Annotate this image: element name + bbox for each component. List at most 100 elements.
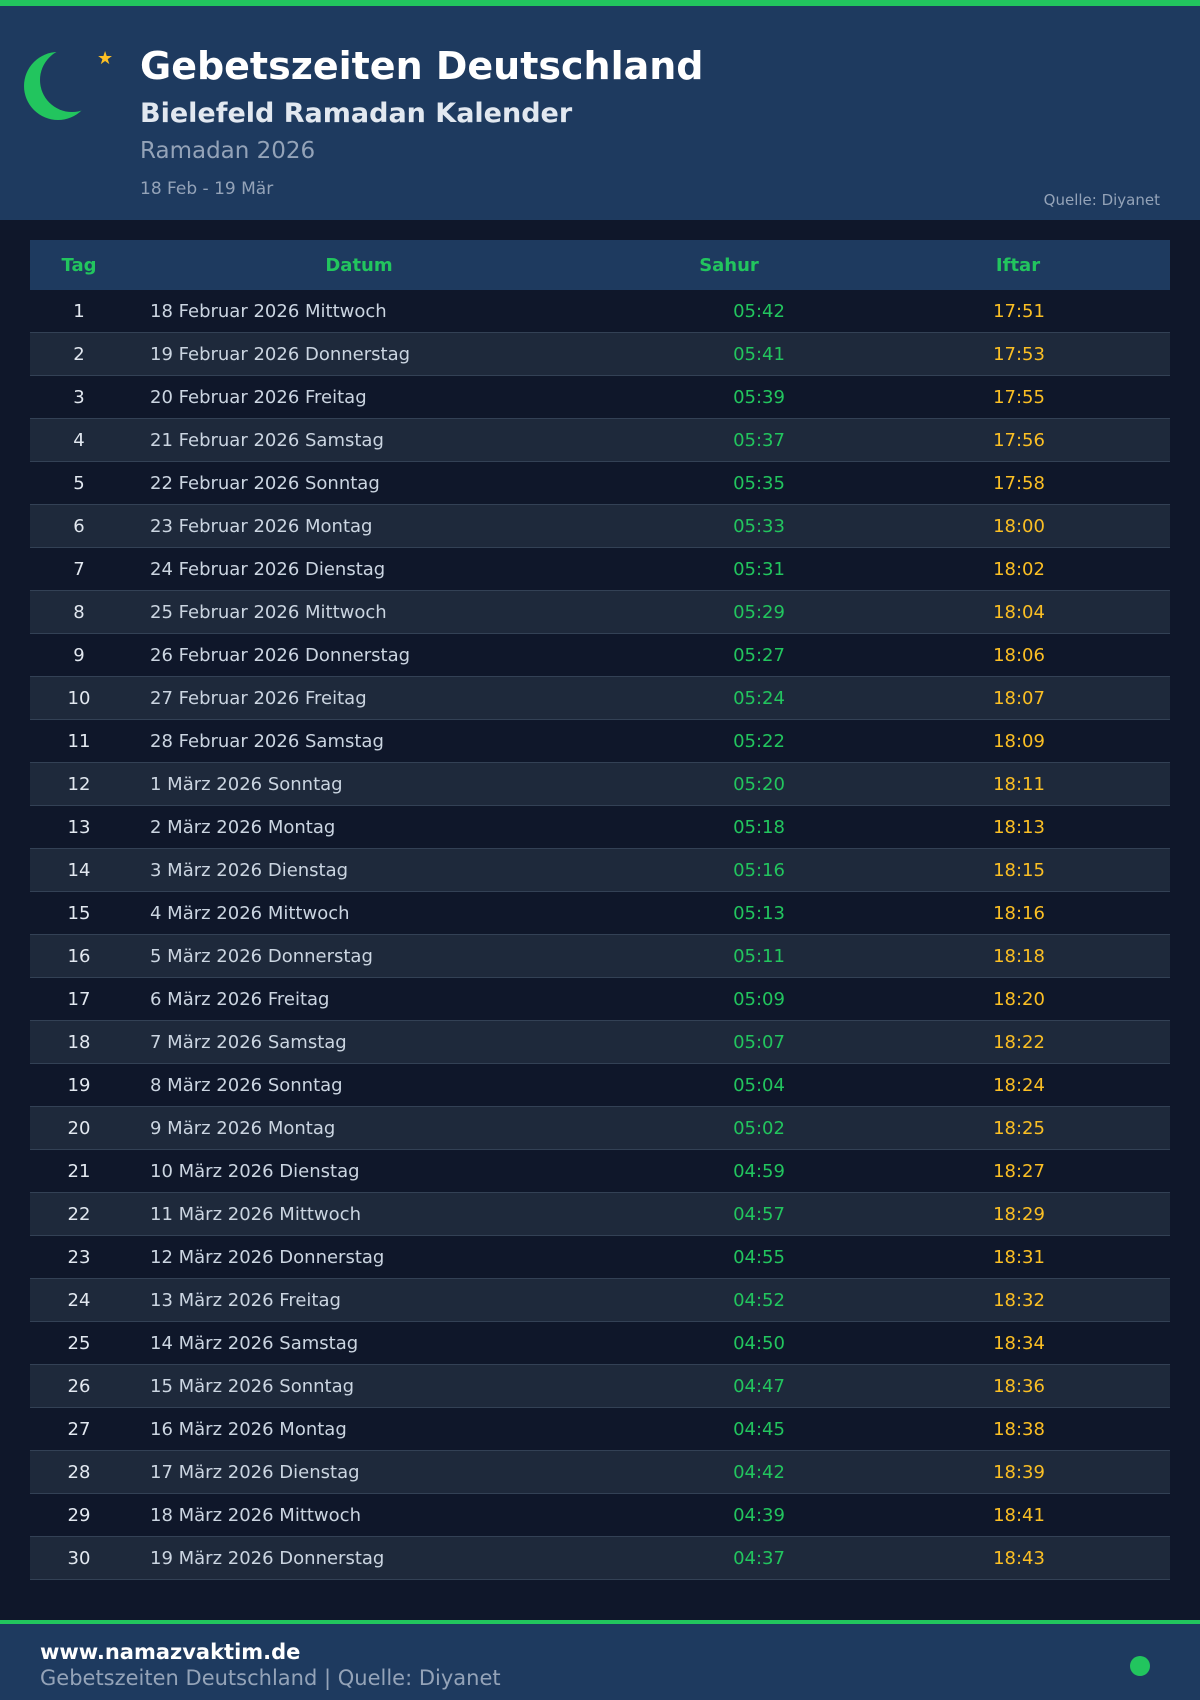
table-row: 11 28 Februar 2026 Samstag 05:22 18:09 xyxy=(30,720,1170,763)
cell-tag: 18 xyxy=(67,1031,91,1053)
table-row: 29 18 März 2026 Mittwoch 04:39 18:41 xyxy=(30,1494,1170,1537)
cell-datum: 3 März 2026 Dienstag xyxy=(150,859,349,881)
cell-datum: 2 März 2026 Montag xyxy=(150,816,336,838)
footer-tagline: Gebetszeiten Deutschland | Quelle: Diyan… xyxy=(40,1666,501,1690)
header: ★ Gebetszeiten Deutschland Bielefeld Ram… xyxy=(0,6,1200,220)
cell-sahur: 05:09 xyxy=(733,988,785,1010)
table-header: Tag Datum Sahur Iftar xyxy=(30,240,1170,290)
cell-sahur: 05:16 xyxy=(733,859,785,881)
col-datum: Datum xyxy=(325,254,393,276)
cell-sahur: 05:31 xyxy=(733,558,785,580)
cell-sahur: 04:55 xyxy=(733,1246,785,1268)
cell-datum: 24 Februar 2026 Dienstag xyxy=(150,558,386,580)
table-row: 8 25 Februar 2026 Mittwoch 05:29 18:04 xyxy=(30,591,1170,634)
cell-sahur: 05:24 xyxy=(733,687,785,709)
col-tag: Tag xyxy=(61,254,97,276)
cell-sahur: 04:37 xyxy=(733,1547,785,1569)
table-row: 19 8 März 2026 Sonntag 05:04 18:24 xyxy=(30,1064,1170,1107)
cell-iftar: 17:58 xyxy=(993,472,1045,494)
table-row: 26 15 März 2026 Sonntag 04:47 18:36 xyxy=(30,1365,1170,1408)
cell-tag: 13 xyxy=(67,816,91,838)
cell-sahur: 05:42 xyxy=(733,300,785,322)
cell-tag: 11 xyxy=(67,730,91,752)
cell-tag: 14 xyxy=(67,859,91,881)
cell-sahur: 05:29 xyxy=(733,601,785,623)
cell-datum: 20 Februar 2026 Freitag xyxy=(150,386,367,408)
cell-tag: 28 xyxy=(67,1461,91,1483)
cell-sahur: 04:39 xyxy=(733,1504,785,1526)
cell-iftar: 18:07 xyxy=(993,687,1045,709)
table-row: 28 17 März 2026 Dienstag 04:42 18:39 xyxy=(30,1451,1170,1494)
table-row: 23 12 März 2026 Donnerstag 04:55 18:31 xyxy=(30,1236,1170,1279)
cell-datum: 12 März 2026 Donnerstag xyxy=(150,1246,385,1268)
table-row: 2 19 Februar 2026 Donnerstag 05:41 17:53 xyxy=(30,333,1170,376)
table-row: 5 22 Februar 2026 Sonntag 05:35 17:58 xyxy=(30,462,1170,505)
cell-iftar: 18:09 xyxy=(993,730,1045,752)
cell-datum: 6 März 2026 Freitag xyxy=(150,988,330,1010)
cell-tag: 16 xyxy=(67,945,91,967)
cell-datum: 5 März 2026 Donnerstag xyxy=(150,945,373,967)
cell-sahur: 05:33 xyxy=(733,515,785,537)
star-icon: ★ xyxy=(97,48,114,69)
cell-datum: 25 Februar 2026 Mittwoch xyxy=(150,601,387,623)
cell-iftar: 18:31 xyxy=(993,1246,1045,1268)
cell-iftar: 18:11 xyxy=(993,773,1045,795)
table-row: 1 18 Februar 2026 Mittwoch 05:42 17:51 xyxy=(30,290,1170,333)
cell-sahur: 05:07 xyxy=(733,1031,785,1053)
cell-datum: 28 Februar 2026 Samstag xyxy=(150,730,384,752)
table-row: 22 11 März 2026 Mittwoch 04:57 18:29 xyxy=(30,1193,1170,1236)
cell-sahur: 05:35 xyxy=(733,472,785,494)
table-row: 25 14 März 2026 Samstag 04:50 18:34 xyxy=(30,1322,1170,1365)
cell-tag: 22 xyxy=(67,1203,91,1225)
cell-sahur: 05:18 xyxy=(733,816,785,838)
cell-iftar: 17:55 xyxy=(993,386,1045,408)
cell-iftar: 18:04 xyxy=(993,601,1045,623)
cell-datum: 22 Februar 2026 Sonntag xyxy=(150,472,380,494)
cell-datum: 23 Februar 2026 Montag xyxy=(150,515,373,537)
cell-tag: 12 xyxy=(67,773,91,795)
cell-iftar: 18:18 xyxy=(993,945,1045,967)
table-row: 30 19 März 2026 Donnerstag 04:37 18:43 xyxy=(30,1537,1170,1580)
cell-datum: 18 Februar 2026 Mittwoch xyxy=(150,300,387,322)
table-row: 21 10 März 2026 Dienstag 04:59 18:27 xyxy=(30,1150,1170,1193)
cell-tag: 29 xyxy=(67,1504,91,1526)
cell-tag: 7 xyxy=(73,558,85,580)
ramadan-year: Ramadan 2026 xyxy=(140,138,316,164)
cell-tag: 6 xyxy=(73,515,85,537)
cell-iftar: 18:20 xyxy=(993,988,1045,1010)
status-dot-icon xyxy=(1130,1656,1150,1676)
table-row: 10 27 Februar 2026 Freitag 05:24 18:07 xyxy=(30,677,1170,720)
cell-tag: 19 xyxy=(67,1074,91,1096)
footer-site[interactable]: www.namazvaktim.de xyxy=(40,1640,301,1664)
cell-sahur: 04:42 xyxy=(733,1461,785,1483)
cell-datum: 27 Februar 2026 Freitag xyxy=(150,687,367,709)
cell-tag: 23 xyxy=(67,1246,91,1268)
cell-sahur: 05:04 xyxy=(733,1074,785,1096)
cell-tag: 3 xyxy=(73,386,85,408)
crescent-moon-icon xyxy=(24,52,92,120)
cell-datum: 8 März 2026 Sonntag xyxy=(150,1074,343,1096)
cell-tag: 26 xyxy=(67,1375,91,1397)
cell-datum: 18 März 2026 Mittwoch xyxy=(150,1504,361,1526)
cell-iftar: 17:51 xyxy=(993,300,1045,322)
table-row: 7 24 Februar 2026 Dienstag 05:31 18:02 xyxy=(30,548,1170,591)
cell-iftar: 17:56 xyxy=(993,429,1045,451)
cell-tag: 27 xyxy=(67,1418,91,1440)
cell-datum: 9 März 2026 Montag xyxy=(150,1117,336,1139)
cell-iftar: 18:16 xyxy=(993,902,1045,924)
table-row: 14 3 März 2026 Dienstag 05:16 18:15 xyxy=(30,849,1170,892)
cell-sahur: 05:27 xyxy=(733,644,785,666)
cell-datum: 11 März 2026 Mittwoch xyxy=(150,1203,361,1225)
cell-tag: 20 xyxy=(67,1117,91,1139)
cell-datum: 26 Februar 2026 Donnerstag xyxy=(150,644,411,666)
cell-iftar: 18:36 xyxy=(993,1375,1045,1397)
cell-tag: 21 xyxy=(67,1160,91,1182)
cell-sahur: 04:47 xyxy=(733,1375,785,1397)
table-row: 24 13 März 2026 Freitag 04:52 18:32 xyxy=(30,1279,1170,1322)
cell-sahur: 05:20 xyxy=(733,773,785,795)
cell-iftar: 18:02 xyxy=(993,558,1045,580)
cell-iftar: 18:34 xyxy=(993,1332,1045,1354)
cell-datum: 17 März 2026 Dienstag xyxy=(150,1461,360,1483)
cell-tag: 25 xyxy=(67,1332,91,1354)
cell-tag: 24 xyxy=(67,1289,91,1311)
